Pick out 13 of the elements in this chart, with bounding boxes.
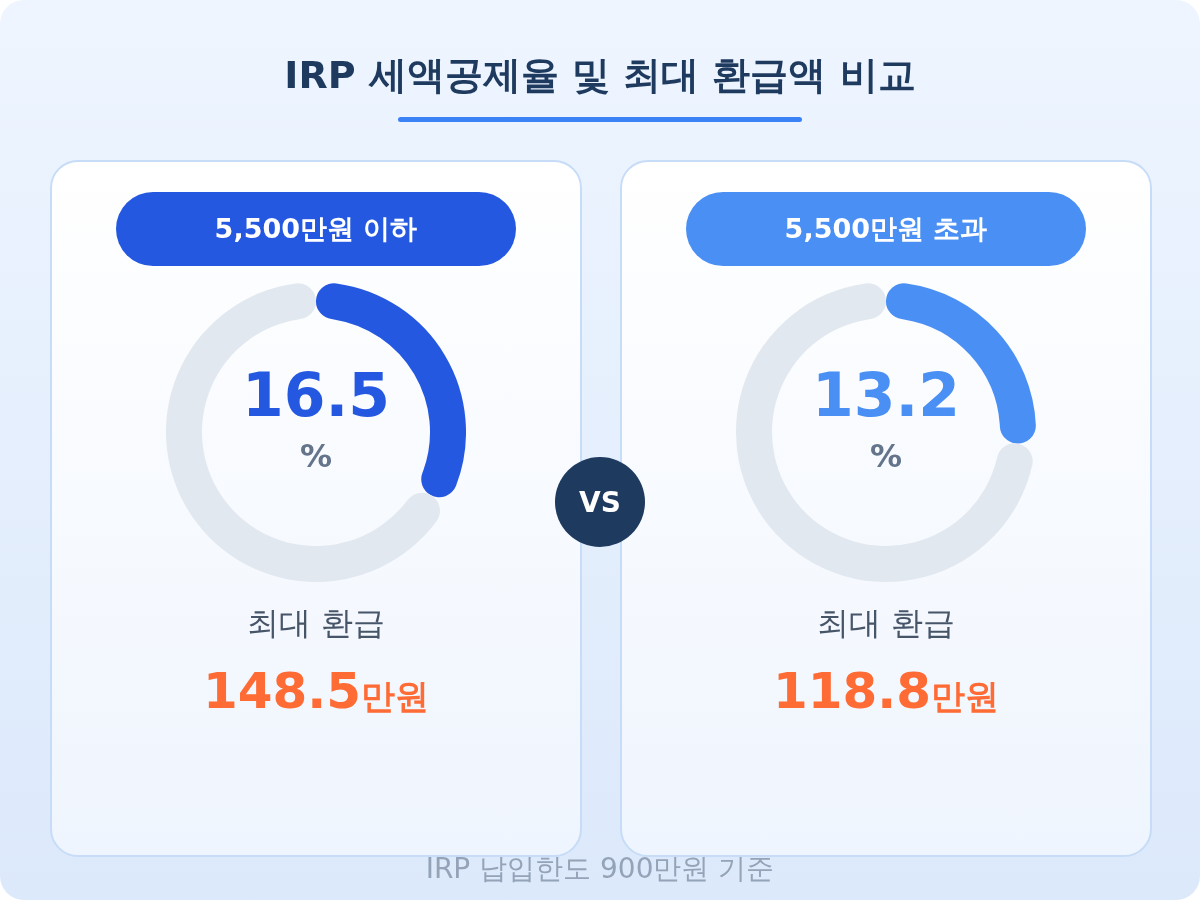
- data-label: 13.2: [810, 360, 961, 430]
- text: 최대 환급: [815, 603, 957, 644]
- text: IRP 납입한도 900만원 기준: [424, 851, 776, 887]
- chart-title: 5,500만원 이하: [116, 192, 516, 266]
- text: IRP 세액공제율 및 최대 환급액 비교: [283, 52, 917, 99]
- text: 118.8만원: [771, 662, 1001, 720]
- data-label: 16.5: [240, 360, 391, 430]
- text: 148.5만원: [201, 662, 431, 720]
- text: 최대 환급: [245, 603, 387, 644]
- text: %: [868, 437, 904, 475]
- chart-title: 5,500만원 초과: [686, 192, 1086, 266]
- text: %: [298, 437, 334, 475]
- text: VS: [555, 457, 645, 547]
